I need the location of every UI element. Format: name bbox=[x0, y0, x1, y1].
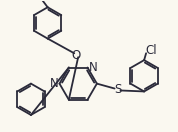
Text: N: N bbox=[88, 61, 97, 74]
Text: N: N bbox=[50, 77, 59, 90]
Text: O: O bbox=[72, 49, 81, 62]
Text: Cl: Cl bbox=[145, 44, 157, 57]
Text: S: S bbox=[114, 83, 121, 96]
